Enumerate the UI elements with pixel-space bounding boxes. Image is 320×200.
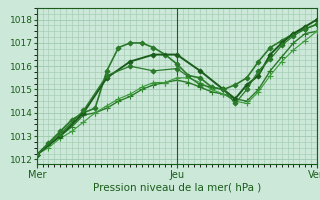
X-axis label: Pression niveau de la mer( hPa ): Pression niveau de la mer( hPa ): [93, 182, 261, 192]
